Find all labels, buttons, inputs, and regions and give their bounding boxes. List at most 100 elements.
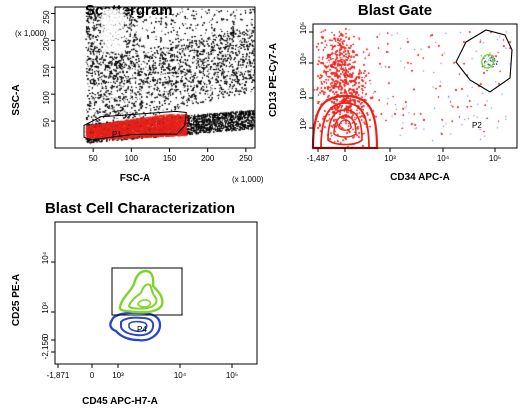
blast-cell-x-tick-label: -1,871 bbox=[47, 371, 70, 380]
blast-gate-title: Blast Gate bbox=[358, 2, 432, 19]
blast-gate-y-tick-label: 10³ bbox=[299, 88, 308, 100]
cd25-low-contour bbox=[120, 316, 155, 337]
gate-p2-event bbox=[480, 55, 482, 57]
gate-p2-event bbox=[488, 55, 490, 57]
gate-cd25-rectangle bbox=[111, 267, 183, 316]
gate-p2-event bbox=[495, 63, 498, 65]
blast-cell-y-tick-label: -2,156 bbox=[41, 336, 50, 359]
blast-cell-x-tick-label: 10³ bbox=[112, 371, 124, 380]
blast-gate-contour bbox=[338, 119, 352, 131]
blast-cell-y-tick-label: 10⁴ bbox=[41, 251, 50, 264]
blast-gate-y-tick-label: 10⁵ bbox=[299, 22, 308, 34]
scattergram-x-tick-label: 250 bbox=[239, 154, 253, 163]
gate-p2-event bbox=[487, 63, 489, 65]
blast-gate-x-label: CD34 APC-A bbox=[390, 172, 450, 183]
cd25-positive-contour bbox=[118, 269, 164, 314]
scattergram-x-label: FSC-A bbox=[120, 173, 151, 184]
blast-cell-panel: Blast Cell Characterization P4 -1,871 0 10… bbox=[11, 200, 258, 407]
scattergram-x-ticks: 50 100 150 200 250 bbox=[89, 148, 253, 163]
gate-p2-event bbox=[483, 61, 486, 63]
blast-gate-x-tick-label: -1,487 bbox=[307, 154, 330, 163]
blast-cell-contours bbox=[109, 269, 164, 342]
gate-p2-event bbox=[494, 59, 496, 61]
blast-gate-y-label: CD13 PE-Cy7-A bbox=[268, 43, 279, 117]
gate-p2-event bbox=[491, 66, 493, 68]
scattergram-panel: Scattergram (x 1,000) (x 1,000) P1 50100… bbox=[11, 2, 264, 184]
scattergram-y-label: SSC-A bbox=[11, 84, 22, 115]
blast-cell-title: Blast Cell Characterization bbox=[45, 200, 235, 217]
scattergram-x-tick-label: 150 bbox=[163, 154, 177, 163]
scattergram-density-image bbox=[55, 7, 255, 148]
scattergram-x-tick-label: 50 bbox=[89, 154, 98, 163]
scattergram-y-tick-label: 50 bbox=[42, 118, 51, 127]
cd25-positive-contour bbox=[127, 283, 158, 310]
gate-p2-event bbox=[486, 61, 488, 63]
blast-cell-y-label: CD25 PE-A bbox=[11, 274, 22, 326]
blast-gate-plot-frame bbox=[312, 23, 518, 149]
blast-gate-density-image bbox=[313, 24, 517, 148]
scattergram-y-tick-label: 200 bbox=[42, 37, 51, 51]
scattergram-x-tick-label: 200 bbox=[201, 154, 215, 163]
gate-p2-event bbox=[484, 60, 486, 62]
gate-p2-label: P2 bbox=[472, 121, 482, 130]
scattergram-x-multiplier: (x 1,000) bbox=[232, 175, 264, 184]
gate-p2-event bbox=[492, 65, 494, 68]
cd25-low-contour bbox=[128, 320, 148, 333]
gate-p2-contour bbox=[481, 53, 495, 69]
scattergram-y-tick-label: 150 bbox=[42, 64, 51, 78]
cd25-positive-contour bbox=[137, 299, 152, 308]
blast-cell-x-ticks: -1,871 0 10³ 10⁴ 10⁵ bbox=[47, 364, 238, 380]
gate-p1-label: P1 bbox=[112, 130, 122, 139]
blast-gate-x-tick-label: 10³ bbox=[384, 154, 396, 163]
blast-gate-contour bbox=[311, 94, 379, 150]
gate-p2-event bbox=[484, 62, 486, 64]
scattergram-event-cloud bbox=[55, 7, 255, 148]
gate-p2-event bbox=[490, 60, 492, 62]
blast-gate-y-ticks: 10² 10³ 10⁴ 10⁵ bbox=[299, 22, 313, 130]
blast-cell-plot-frame bbox=[54, 221, 258, 365]
blast-gate-y-tick-label: 10² bbox=[299, 118, 308, 130]
scattergram-x-tick-label: 100 bbox=[125, 154, 139, 163]
gate-p2-event bbox=[495, 61, 497, 63]
blast-cell-x-label: CD45 APC-H7-A bbox=[82, 396, 158, 407]
blast-gate-contour bbox=[333, 115, 357, 138]
gate-p2-event bbox=[489, 52, 491, 54]
gate-p2-polygon bbox=[455, 29, 513, 93]
gate-p2-event bbox=[489, 57, 491, 59]
gate-p4-label: P4 bbox=[137, 325, 147, 334]
gate-p2-event bbox=[486, 69, 488, 72]
blast-cell-x-tick-label: 0 bbox=[90, 371, 95, 380]
gate-p2-event bbox=[491, 57, 493, 59]
blast-gate-contour bbox=[320, 102, 370, 149]
scattergram-y-ticks: 50 100 150 200 250 bbox=[42, 10, 55, 127]
gate-p2-event bbox=[489, 64, 491, 66]
gate-p2-event bbox=[491, 60, 494, 62]
scattergram-y-tick-label: 100 bbox=[42, 91, 51, 105]
gate-p2-event bbox=[496, 60, 499, 63]
blast-gate-contour bbox=[327, 109, 363, 146]
gate-p2-event bbox=[481, 65, 483, 68]
scattergram-y-multiplier: (x 1,000) bbox=[15, 29, 47, 38]
blast-gate-y-tick-label: 10⁴ bbox=[299, 52, 308, 65]
blast-cell-y-tick-label: 10³ bbox=[41, 302, 50, 314]
gate-p2-event bbox=[493, 57, 496, 60]
scattergram-y-tick-label: 250 bbox=[42, 10, 51, 24]
blast-cell-x-tick-label: 10⁴ bbox=[174, 371, 187, 380]
gate-p2-event bbox=[483, 57, 485, 59]
blast-gate-x-tick-label: 10⁵ bbox=[489, 154, 501, 163]
blast-cell-y-tick-label: 0 bbox=[41, 333, 50, 338]
blast-gate-x-ticks: -1,487 0 10³ 10⁴ 10⁵ bbox=[307, 148, 501, 163]
blast-gate-event-cloud bbox=[313, 24, 517, 148]
gate-p2-event bbox=[488, 64, 490, 66]
gate-p2-event bbox=[487, 59, 490, 61]
blast-gate-panel: Blast Gate P2 -1,487 0 10³ 10⁴ 10⁵ 10² 10³ 10⁴… bbox=[268, 2, 518, 183]
gate-p2-event bbox=[493, 63, 495, 65]
gate-p2-event bbox=[487, 66, 489, 68]
gate-p2-event bbox=[489, 59, 492, 62]
scattergram-plot-frame bbox=[54, 6, 256, 149]
gate-p1-polygon bbox=[83, 110, 187, 141]
blast-gate-x-tick-label: 0 bbox=[343, 154, 348, 163]
blast-gate-contours bbox=[311, 94, 379, 150]
